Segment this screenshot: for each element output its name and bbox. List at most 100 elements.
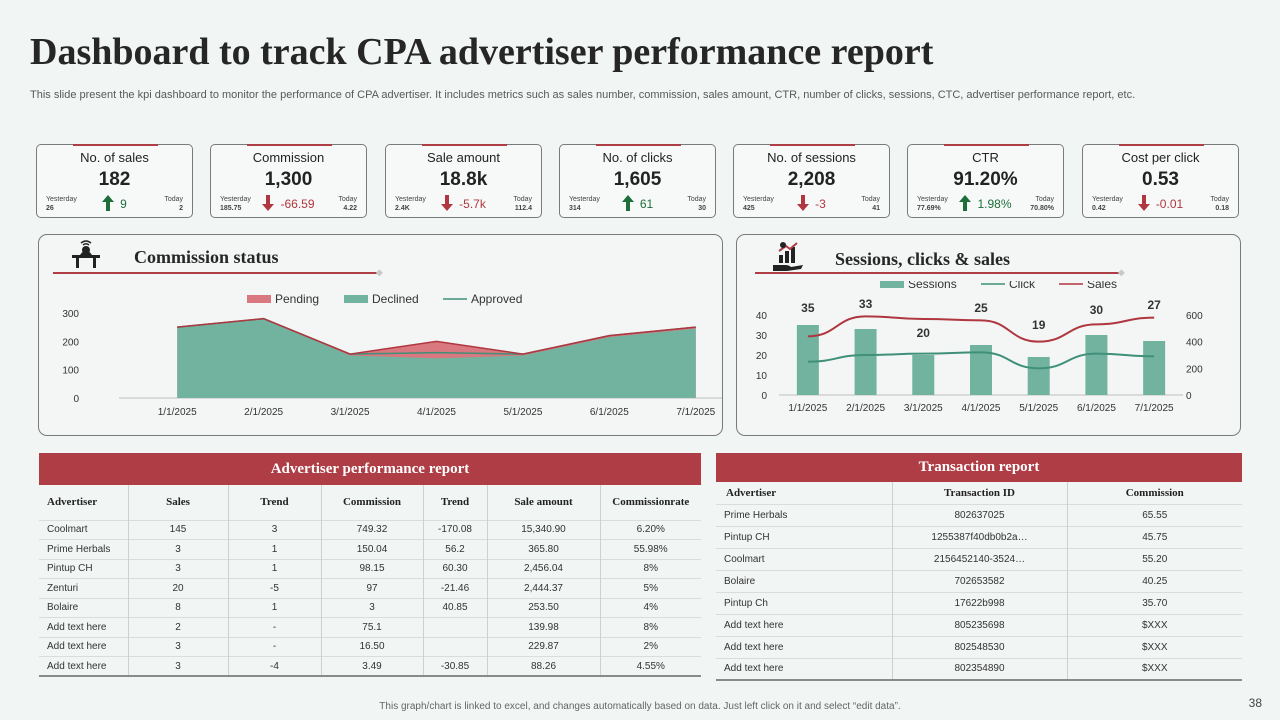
x-tick-label: 7/1/2025 <box>676 407 715 418</box>
kpi-delta: -0.01 <box>1083 195 1238 211</box>
table-cell: 2 <box>128 617 229 637</box>
kpi-card: CTR 91.20% Yesterday 77.69% 1.98% Today 70.80% <box>907 144 1064 218</box>
table-cell: 1 <box>228 558 322 579</box>
table-cell <box>423 636 488 657</box>
kpi-title: Sale amount <box>427 150 500 165</box>
page-number: 38 <box>1248 696 1262 710</box>
sessions-panel: Sessions, clicks & sales 0 10 20 30 40 0 200 40… <box>736 234 1241 436</box>
kpi-today-label: Today <box>513 196 532 203</box>
kpi-delta: 61 <box>560 195 715 211</box>
table-cell: Add text here <box>716 613 893 636</box>
kpi-today-label: Today <box>861 196 880 203</box>
kpi-yesterday: Yesterday 185.75 <box>220 195 251 213</box>
table-row: Zenturi 20 -5 97 -21.46 2,444.37 5% <box>39 578 701 598</box>
table-cell: 1 <box>228 597 322 618</box>
table-cell: Coolmart <box>39 519 129 540</box>
table-row: Pintup Ch 17622b998 35.70 <box>716 591 1242 614</box>
pending-edge-line <box>177 317 696 355</box>
sessions-bar <box>854 329 877 395</box>
kpi-today: Today 112.4 <box>513 195 532 213</box>
table-cell: Add text here <box>39 656 129 677</box>
table-cell: 35.70 <box>1067 591 1242 614</box>
x-tick-label: 4/1/2025 <box>962 403 1001 414</box>
table-cell: -170.08 <box>423 519 488 540</box>
table-cell: 88.26 <box>487 656 601 677</box>
table-cell: 145 <box>128 519 229 540</box>
kpi-title: No. of sales <box>80 150 149 165</box>
table-cell: 16.50 <box>321 636 424 657</box>
kpi-today-label: Today <box>164 196 183 203</box>
table-cell: 4% <box>600 597 701 618</box>
table-row: Coolmart 2156452140-3524… 55.20 <box>716 547 1242 570</box>
column-header: Commission <box>1125 486 1184 499</box>
kpi-value: 18.8k <box>439 169 488 190</box>
table-cell: 3 <box>321 597 424 618</box>
table-cell: 3 <box>128 636 229 657</box>
table-cell: 805235698 <box>892 613 1068 636</box>
table-cell: 365.80 <box>487 539 601 559</box>
kpi-title: No. of sessions <box>767 150 856 165</box>
arrow-up-icon <box>959 195 972 211</box>
table-cell: 8% <box>600 617 701 637</box>
table-cell: $XXX <box>1067 635 1242 658</box>
kpi-accent <box>596 144 681 146</box>
arrow-down-icon <box>441 195 454 211</box>
kpi-yesterday: Yesterday 314 <box>569 195 600 213</box>
kpi-yesterday-value: 0.42 <box>1092 205 1106 212</box>
transaction-table: Advertiser Transaction ID Commission Prime… <box>716 482 1242 681</box>
page-subtitle: This slide present the kpi dashboard to … <box>30 89 1136 101</box>
kpi-title: Cost per click <box>1121 150 1200 165</box>
sessions-data-label: 27 <box>1147 298 1161 312</box>
kpi-today: Today 41 <box>861 195 880 213</box>
x-tick-label: 2/1/2025 <box>846 403 885 414</box>
arrow-down-icon <box>1137 195 1150 211</box>
sessions-bar <box>1085 335 1108 395</box>
table-cell: 75.1 <box>321 617 424 637</box>
x-tick-label: 3/1/2025 <box>331 407 370 418</box>
kpi-today-value: 41 <box>872 205 880 212</box>
table-row: Pintup CH 1255387f40db0b2a… 45.75 <box>716 525 1242 548</box>
kpi-today: Today 70.80% <box>1030 195 1054 213</box>
kpi-card: No. of sessions 2,208 Yesterday 425 -3 Today 4… <box>733 144 890 218</box>
kpi-delta: -5.7k <box>386 195 541 211</box>
column-header: Advertiser <box>39 485 129 520</box>
x-tick-label: 7/1/2025 <box>1135 403 1174 414</box>
sessions-bar <box>796 325 819 395</box>
legend-label: Sales <box>1087 281 1117 291</box>
kpi-yesterday: Yesterday 425 <box>743 195 774 213</box>
kpi-delta-value: -66.59 <box>280 197 315 211</box>
table-row: Add text here 802548530 $XXX <box>716 635 1242 658</box>
click-line <box>807 351 1155 370</box>
table-row: Pintup CH 3 1 98.15 60.30 2,456.04 8% <box>39 558 701 579</box>
table-row: Prime Herbals 802637025 65.55 <box>716 503 1242 526</box>
table-cell: - <box>228 617 322 637</box>
kpi-value: 2,208 <box>787 169 836 190</box>
y-tick-label-left: 0 <box>761 391 767 402</box>
kpi-delta-value: -3 <box>815 197 826 211</box>
kpi-delta-value: 9 <box>120 197 127 211</box>
sessions-bar <box>1143 341 1166 395</box>
table-cell: 2,456.04 <box>487 558 601 579</box>
kpi-yesterday-value: 185.75 <box>220 205 242 212</box>
table-cell: Add text here <box>716 657 893 681</box>
table-cell <box>423 617 488 637</box>
table-cell: $XXX <box>1067 613 1242 636</box>
y-tick-label-left: 40 <box>756 311 768 322</box>
kpi-yesterday-value: 314 <box>569 205 581 212</box>
commission-icon <box>72 240 100 268</box>
table-cell: Prime Herbals <box>716 503 893 526</box>
commission-status-panel: Commission status 0 100 200 300 1/1/2025 2/1/… <box>38 234 723 436</box>
kpi-card: Sale amount 18.8k Yesterday 2.4K -5.7k Today 1… <box>385 144 542 218</box>
table-row: Prime Herbals 3 1 150.04 56.2 365.80 55.98% <box>39 539 701 559</box>
y-tick-label: 0 <box>73 394 79 405</box>
table-cell: 98.15 <box>321 558 424 579</box>
y-tick-label-left: 30 <box>756 331 768 342</box>
kpi-yesterday: Yesterday 77.69% <box>917 195 948 213</box>
table-cell: 3 <box>128 558 229 579</box>
column-header: Sale amount <box>487 485 601 520</box>
table-cell: Add text here <box>39 636 129 657</box>
sessions-bar <box>970 345 992 395</box>
table-cell: Pintup Ch <box>716 591 893 614</box>
area-legend: Pending Declined Approved <box>247 292 522 306</box>
